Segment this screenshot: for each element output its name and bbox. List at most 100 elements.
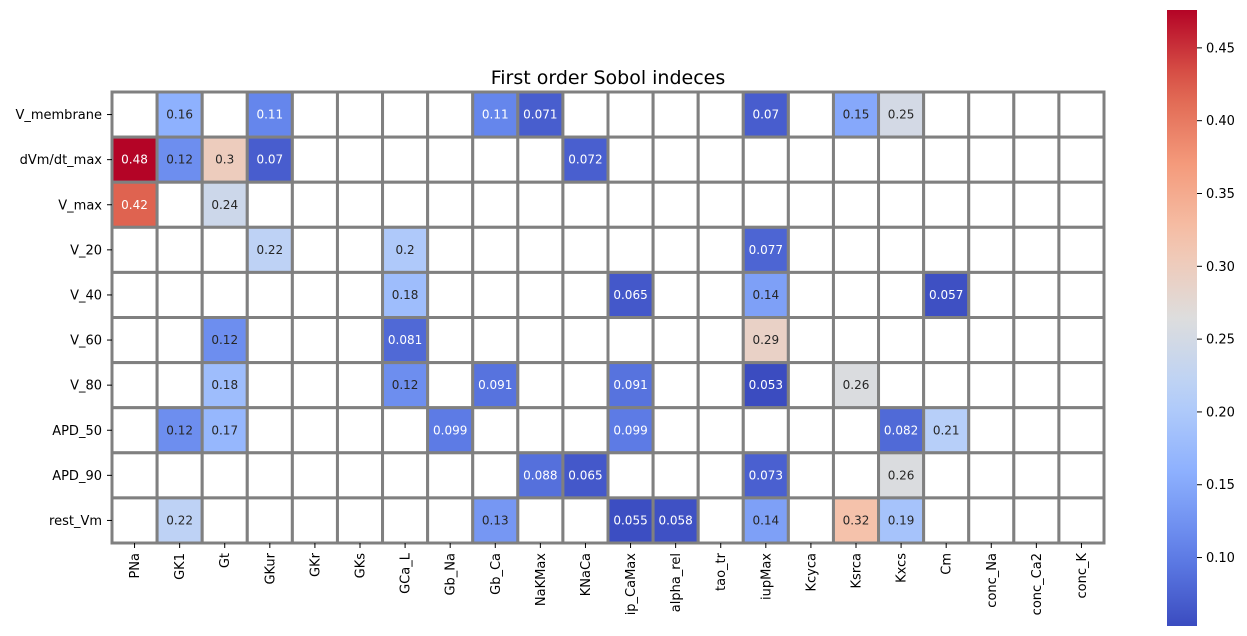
column-label: GKr <box>308 552 323 577</box>
heatmap-cell <box>786 361 835 410</box>
heatmap-cell <box>1012 361 1061 410</box>
column-label: KNaCa <box>579 553 594 596</box>
column-label: GK1 <box>173 553 188 580</box>
heatmap-cell <box>110 496 159 545</box>
heatmap-cell <box>471 270 520 319</box>
heatmap-cell <box>1057 316 1106 365</box>
cell-value-label: 0.082 <box>884 423 918 437</box>
row-label: V_membrane <box>15 108 102 123</box>
heatmap-cell <box>155 180 204 229</box>
column-label: iupMax <box>759 553 774 600</box>
heatmap-cell <box>426 496 475 545</box>
cell-value-label: 0.081 <box>388 333 422 347</box>
heatmap-cell <box>651 180 700 229</box>
heatmap-cell <box>516 316 565 365</box>
heatmap-cell <box>741 135 790 184</box>
heatmap-cell <box>786 316 835 365</box>
heatmap-cell <box>200 270 249 319</box>
heatmap-cell <box>290 316 339 365</box>
heatmap-cell <box>245 361 294 410</box>
heatmap-cell <box>200 135 249 184</box>
heatmap-cell <box>606 135 655 184</box>
heatmap-cell <box>651 90 700 139</box>
heatmap-cell <box>967 135 1016 184</box>
heatmap-cell <box>651 406 700 455</box>
heatmap-cell <box>1012 496 1061 545</box>
cell-value-label: 0.11 <box>256 108 283 122</box>
heatmap-cell <box>696 135 745 184</box>
colorbar-tick-label: 0.40 <box>1206 114 1235 129</box>
heatmap-cell <box>426 180 475 229</box>
column-label: tao_tr <box>714 552 729 591</box>
cell-value-label: 0.42 <box>121 198 148 212</box>
cell-value-label: 0.48 <box>121 153 148 167</box>
row-label: V_20 <box>70 243 102 258</box>
heatmap-cell <box>786 135 835 184</box>
heatmap-cell <box>426 316 475 365</box>
heatmap-cell <box>1057 135 1106 184</box>
column-label: Kcyca <box>804 553 819 591</box>
heatmap-cell <box>471 361 520 410</box>
heatmap-cell <box>200 451 249 500</box>
heatmap-cell <box>741 180 790 229</box>
cell-value-label: 0.099 <box>613 423 647 437</box>
heatmap-cell <box>1057 496 1106 545</box>
heatmap-cell <box>696 90 745 139</box>
heatmap-cell <box>1057 361 1106 410</box>
heatmap-cell <box>516 225 565 274</box>
heatmap-cell <box>606 270 655 319</box>
colorbar-tick-label: 0.10 <box>1206 551 1235 566</box>
heatmap-cell <box>741 270 790 319</box>
heatmap-cell <box>110 406 159 455</box>
heatmap-cell <box>1057 225 1106 274</box>
heatmap-cell <box>877 270 926 319</box>
heatmap-cell <box>290 225 339 274</box>
heatmap-cell <box>381 180 430 229</box>
colorbar-tick-label: 0.45 <box>1206 41 1235 56</box>
cell-value-label: 0.091 <box>478 378 512 392</box>
cell-value-label: 0.055 <box>613 513 647 527</box>
cell-value-label: 0.14 <box>752 288 779 302</box>
column-label: GKs <box>354 553 369 579</box>
heatmap-cell <box>561 90 610 139</box>
heatmap-cell <box>335 406 385 455</box>
heatmap-cell <box>922 180 971 229</box>
row-label: V_60 <box>70 334 102 349</box>
heatmap-cell <box>426 135 475 184</box>
heatmap-cell <box>426 451 475 500</box>
heatmap-cell <box>651 225 700 274</box>
heatmap-cell <box>516 135 565 184</box>
heatmap-cell <box>967 180 1016 229</box>
heatmap-cell <box>1012 180 1061 229</box>
heatmap-cell <box>1012 225 1061 274</box>
cell-value-label: 0.32 <box>843 513 870 527</box>
heatmap-cell <box>877 180 926 229</box>
row-label: APD_50 <box>52 424 102 439</box>
heatmap-cell <box>471 316 520 365</box>
heatmap-cell <box>335 270 385 319</box>
heatmap-cell <box>786 270 835 319</box>
heatmap-cell <box>922 451 971 500</box>
colorbar-tick-label: 0.20 <box>1206 405 1235 420</box>
cell-value-label: 0.16 <box>166 108 193 122</box>
heatmap-cell <box>831 270 881 319</box>
heatmap-cell <box>335 451 385 500</box>
heatmap-cell <box>335 316 385 365</box>
cell-value-label: 0.057 <box>929 288 963 302</box>
heatmap-cell <box>290 361 339 410</box>
heatmap-cell <box>110 270 159 319</box>
heatmap-cell <box>290 90 339 139</box>
heatmap-cell <box>651 316 700 365</box>
heatmap-cell <box>651 361 700 410</box>
heatmap-cell <box>335 361 385 410</box>
cell-value-label: 0.099 <box>433 423 467 437</box>
heatmap-cell <box>741 225 790 274</box>
cell-value-label: 0.077 <box>749 243 783 257</box>
cell-value-label: 0.071 <box>523 108 557 122</box>
column-label: conc_Na <box>985 553 1000 608</box>
heatmap-cell <box>786 90 835 139</box>
column-label: Gt <box>218 553 233 568</box>
heatmap-cell <box>967 361 1016 410</box>
heatmap-cell <box>561 270 610 319</box>
